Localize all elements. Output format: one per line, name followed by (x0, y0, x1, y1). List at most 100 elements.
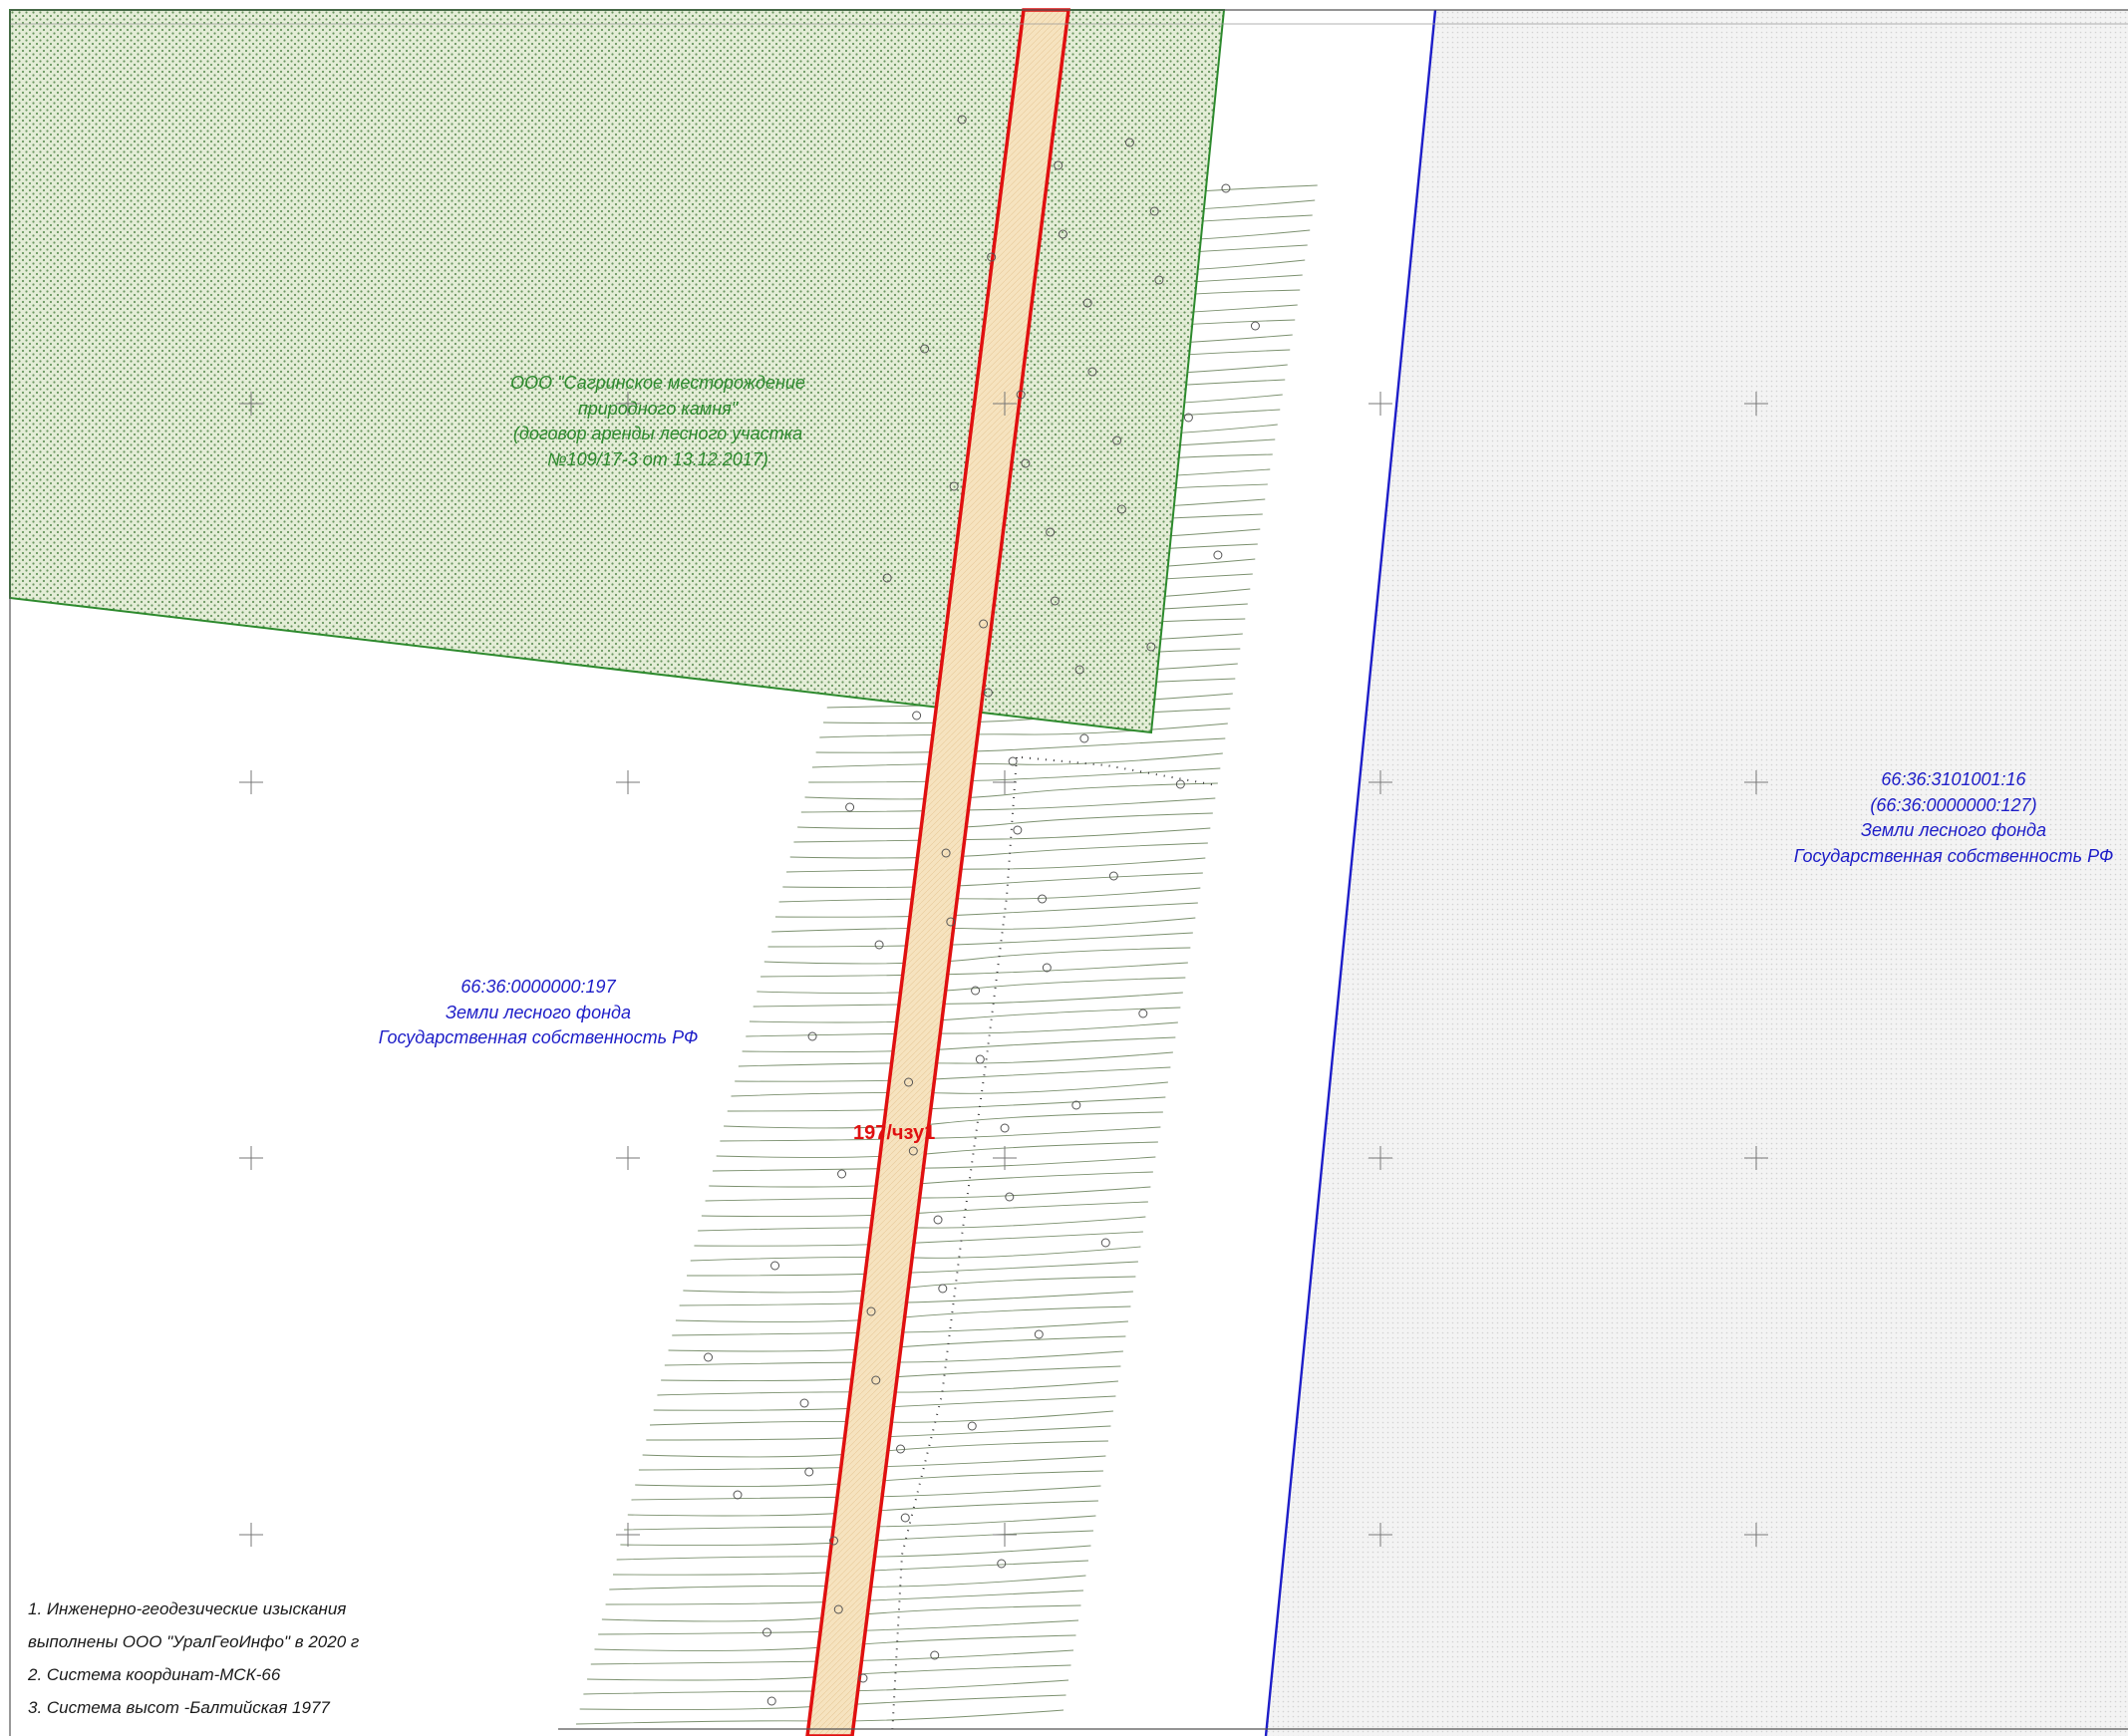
contour-line (698, 1216, 1146, 1232)
tree-circle (882, 573, 892, 583)
contour-line (782, 872, 1203, 889)
contour-line (804, 782, 1218, 800)
tree-circle (1046, 527, 1056, 537)
tree-circle (1050, 596, 1060, 606)
tree-circle (733, 1490, 743, 1500)
lease-label-line-2: природного камня" (577, 398, 739, 419)
tree-circle (1016, 390, 1026, 400)
contour-line (815, 737, 1226, 753)
tree-circle (804, 1467, 814, 1477)
contour-line (760, 962, 1188, 978)
grid-cross (993, 1146, 1017, 1170)
contour-line (749, 1007, 1181, 1023)
tree-circle (957, 115, 967, 125)
lease-area-label: ООО "Сагринское месторождение природного… (468, 371, 847, 472)
tree-circle (1221, 183, 1231, 193)
grid-cross (616, 1146, 640, 1170)
tree-circle (837, 1169, 847, 1179)
contour-line (774, 902, 1198, 918)
tree-circle (946, 917, 956, 927)
contour-line (731, 1081, 1168, 1097)
contour-line (808, 767, 1221, 783)
tree-circle (1183, 413, 1193, 423)
contour-line (763, 947, 1191, 965)
cadastral-boundary-line (1264, 9, 1437, 1736)
tree-circle (845, 802, 855, 812)
tree-circle (949, 481, 959, 491)
tree-circle (1034, 1329, 1044, 1339)
grid-cross (993, 392, 1017, 416)
tree-circle (858, 1673, 868, 1683)
tree-circle (1005, 1192, 1015, 1202)
tree-circle (1149, 206, 1159, 216)
tree-circle (766, 1696, 776, 1706)
tree-circle (1138, 1009, 1148, 1018)
lease-label-line-4: №109/17-3 от 13.12.2017) (547, 448, 768, 469)
tree-circle (799, 1398, 809, 1408)
tree-circle (941, 848, 951, 858)
tree-circle (1146, 642, 1156, 652)
parcel-16-line-4: Государственная собственность РФ (1793, 845, 2114, 866)
tree-circle (900, 1513, 910, 1523)
tree-circle (1108, 871, 1118, 881)
grid-cross (239, 1523, 263, 1547)
grid-cross (1368, 1523, 1392, 1547)
contour-line (778, 887, 1201, 903)
contour-line (724, 1111, 1163, 1129)
tree-circle (1112, 435, 1122, 445)
parcel-197-line-3: Государственная собственность РФ (378, 1027, 699, 1048)
grid-crosses (239, 392, 1768, 1547)
grid-cross (993, 770, 1017, 794)
tree-circle (833, 1604, 843, 1614)
grid-cross (239, 392, 263, 416)
tree-circle (1008, 756, 1018, 766)
parcel-197-label: 66:36:0000000:197 Земли лесного фонда Го… (299, 975, 777, 1051)
grid-cross (1368, 1146, 1392, 1170)
parcel-197-line-1: 66:36:0000000:197 (460, 977, 616, 997)
lease-label-line-1: ООО "Сагринское месторождение (510, 373, 805, 393)
tree-circle (1175, 779, 1185, 789)
contour-line (735, 1066, 1171, 1082)
tree-circle (987, 252, 997, 262)
tree-circle (807, 1031, 817, 1041)
tree-circle (829, 1536, 839, 1546)
tree-circle (938, 1284, 948, 1294)
tree-circle (1013, 825, 1023, 835)
grid-cross (616, 1523, 640, 1547)
tree-circle (983, 688, 993, 698)
contour-line (753, 992, 1183, 1008)
tree-circle (1154, 275, 1164, 285)
grid-cross (993, 1523, 1017, 1547)
grid-cross (1368, 770, 1392, 794)
tree-circle (871, 1375, 881, 1385)
parcel-16-label: 66:36:3101001:16 (66:36:0000000:127) Зем… (1714, 767, 2128, 869)
tree-circle (1000, 1123, 1010, 1133)
contour-line (757, 977, 1186, 994)
contour-line (705, 1186, 1151, 1202)
easement-zone-label: 197/чзу1 (853, 1122, 936, 1144)
tree-circle (874, 940, 884, 950)
tree-circle (975, 1054, 985, 1064)
tree-circle (908, 1146, 918, 1156)
contour-line (819, 723, 1228, 738)
survey-notes: 1. Инженерно-геодезические изыскания вып… (28, 1592, 506, 1724)
grid-cross (1744, 1146, 1768, 1170)
note-line-1: 1. Инженерно-геодезические изыскания (28, 1599, 347, 1618)
grid-cross (1744, 770, 1768, 794)
tree-circle (1250, 321, 1260, 331)
tree-circle (1213, 550, 1223, 560)
lease-label-line-3: (договор аренды лесного участка (512, 424, 803, 444)
contour-line (701, 1201, 1148, 1218)
tree-circle (997, 1559, 1007, 1569)
contour-line (716, 1141, 1158, 1158)
parcel-16-line-2: (66:36:0000000:127) (1870, 794, 2037, 815)
grid-cross (616, 770, 640, 794)
note-line-3: 2. Система координат-МСК-66 (28, 1665, 281, 1684)
tree-circle (971, 986, 981, 996)
parcel-16-line-1: 66:36:3101001:16 (1881, 769, 2026, 789)
contour-line (793, 827, 1211, 843)
contour-line (800, 797, 1216, 813)
grid-cross (239, 1146, 263, 1170)
